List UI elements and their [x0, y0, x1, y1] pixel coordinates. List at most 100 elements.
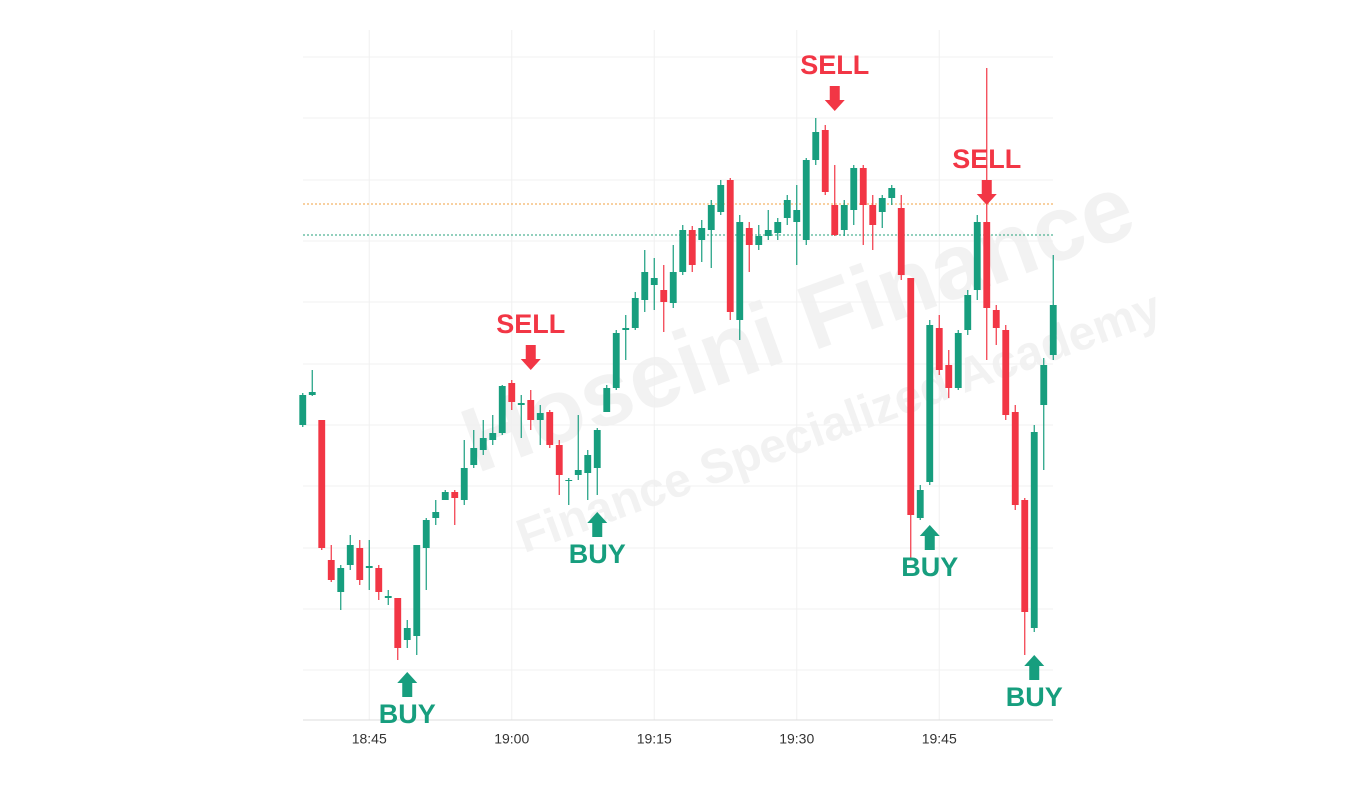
candle-body	[1011, 412, 1019, 505]
signal-arrow	[976, 180, 997, 205]
candle-body	[479, 438, 487, 450]
candle-body	[460, 468, 468, 500]
candle-body	[897, 208, 905, 275]
candle-body	[821, 130, 829, 192]
candle-body	[327, 560, 335, 580]
candle-body	[736, 222, 744, 320]
candle-body	[850, 168, 858, 210]
candle-body	[1002, 330, 1010, 415]
candle-body	[565, 480, 573, 481]
candle-body	[726, 180, 734, 312]
candle-body	[441, 492, 449, 500]
candle-body	[603, 388, 611, 412]
signal-label: SELL	[952, 144, 1021, 174]
x-tick-label: 19:45	[922, 731, 957, 747]
candle-body	[935, 328, 943, 370]
candle-body	[992, 310, 1000, 328]
candle-body	[650, 278, 658, 285]
candle-body	[774, 222, 782, 233]
candle-body	[840, 205, 848, 230]
candle-body	[517, 403, 525, 405]
candle-body	[584, 455, 592, 473]
candle-body	[555, 445, 563, 475]
candle-body	[983, 222, 991, 308]
candle-body	[365, 566, 373, 568]
candle-body	[1040, 365, 1048, 405]
candle-body	[1030, 432, 1038, 628]
candle-body	[612, 333, 620, 388]
x-tick-label: 19:30	[779, 731, 814, 747]
candle-body	[413, 545, 421, 636]
candle-body	[660, 290, 668, 302]
signal-label: BUY	[901, 552, 958, 582]
candle-body	[973, 222, 981, 290]
signal-label: BUY	[1006, 682, 1063, 712]
candle-body	[574, 470, 582, 475]
candle-body	[831, 205, 839, 235]
candle-body	[308, 392, 316, 395]
signal-arrow	[587, 512, 608, 537]
candle-body	[717, 185, 725, 212]
candle-body	[926, 325, 934, 482]
x-tick-label: 18:45	[352, 731, 387, 747]
candle-body	[403, 628, 411, 640]
candle-body	[422, 520, 430, 548]
candle-body	[337, 568, 345, 592]
candle-body	[783, 200, 791, 218]
candle-body	[964, 295, 972, 330]
candle-body	[793, 210, 801, 222]
candle-body	[384, 596, 392, 598]
signal-label: SELL	[496, 309, 565, 339]
candle-body	[688, 230, 696, 265]
candle-body	[859, 168, 867, 205]
signal-arrow	[520, 345, 541, 370]
signal-arrow	[824, 86, 845, 111]
candle-body	[299, 395, 307, 425]
x-tick-label: 19:15	[637, 731, 672, 747]
candle-body	[745, 228, 753, 245]
candle-body	[356, 548, 364, 580]
candle-body	[1049, 305, 1057, 355]
candle-body	[546, 412, 554, 445]
candle-body	[907, 278, 915, 515]
candle-body	[622, 328, 630, 330]
candle-body	[318, 420, 326, 548]
candle-body	[945, 365, 953, 388]
candle-body	[669, 272, 677, 303]
x-tick-label: 19:00	[494, 731, 529, 747]
signal-arrow	[397, 672, 418, 697]
candle-body	[764, 230, 772, 236]
candle-body	[631, 298, 639, 328]
candle-body	[878, 198, 886, 212]
signal-arrow	[919, 525, 940, 550]
signal-label: BUY	[379, 699, 436, 729]
signal-label: SELL	[800, 50, 869, 80]
candle-body	[508, 383, 516, 402]
candle-body	[888, 188, 896, 198]
candle-body	[432, 512, 440, 518]
candle-body	[593, 430, 601, 468]
candle-body	[916, 490, 924, 518]
candle-body	[755, 236, 763, 245]
candle-body	[869, 205, 877, 225]
candle-body	[707, 205, 715, 230]
candle-body	[451, 492, 459, 498]
candle-body	[802, 160, 810, 240]
signal-label: BUY	[569, 539, 626, 569]
candle-body	[375, 568, 383, 592]
candle-body	[536, 413, 544, 420]
candle-body	[1021, 500, 1029, 612]
candle-body	[641, 272, 649, 300]
candle-body	[679, 230, 687, 272]
candle-body	[489, 433, 497, 440]
candle-body	[470, 448, 478, 465]
candle-body	[394, 598, 402, 648]
candle-body	[954, 333, 962, 388]
candle-body	[346, 545, 354, 565]
candle-body	[698, 228, 706, 240]
candle-body	[527, 400, 535, 420]
candle-body	[812, 132, 820, 160]
candle-body	[498, 386, 506, 433]
signal-arrow	[1024, 655, 1045, 680]
